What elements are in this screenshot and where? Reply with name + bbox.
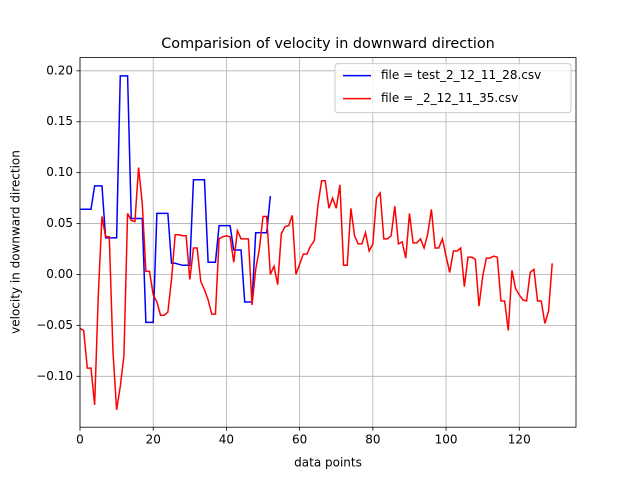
plot-frame [79, 57, 577, 428]
legend-label: file = test_2_12_11_28.csv [381, 68, 541, 82]
x-tick-label: 80 [365, 433, 380, 447]
series-line [80, 167, 553, 411]
y-tick-label: 0.10 [46, 165, 73, 179]
x-axis-label: data points [294, 456, 362, 470]
plot-lines [80, 75, 553, 411]
y-tick-label: −0.05 [36, 318, 73, 332]
series-line [80, 75, 272, 324]
y-tick-label: 0.15 [46, 114, 73, 128]
x-tick-label: 0 [76, 433, 84, 447]
legend-label: file = _2_12_11_35.csv [381, 91, 518, 105]
chart-title: Comparision of velocity in downward dire… [161, 36, 495, 52]
x-tick-label: 120 [508, 433, 531, 447]
x-tick-label: 20 [146, 433, 161, 447]
grid [79, 57, 576, 428]
x-tick-label: 100 [435, 433, 458, 447]
y-axis-label: velocity in downward direction [9, 150, 23, 334]
x-tick-label: 60 [292, 433, 307, 447]
x-tick-label: 40 [219, 433, 234, 447]
y-tick-label: 0.20 [46, 63, 73, 77]
y-tick-label: 0.00 [46, 267, 73, 281]
legend-box [334, 63, 572, 114]
y-tick-label: 0.05 [46, 216, 73, 230]
y-tick-label: −0.10 [36, 369, 73, 383]
